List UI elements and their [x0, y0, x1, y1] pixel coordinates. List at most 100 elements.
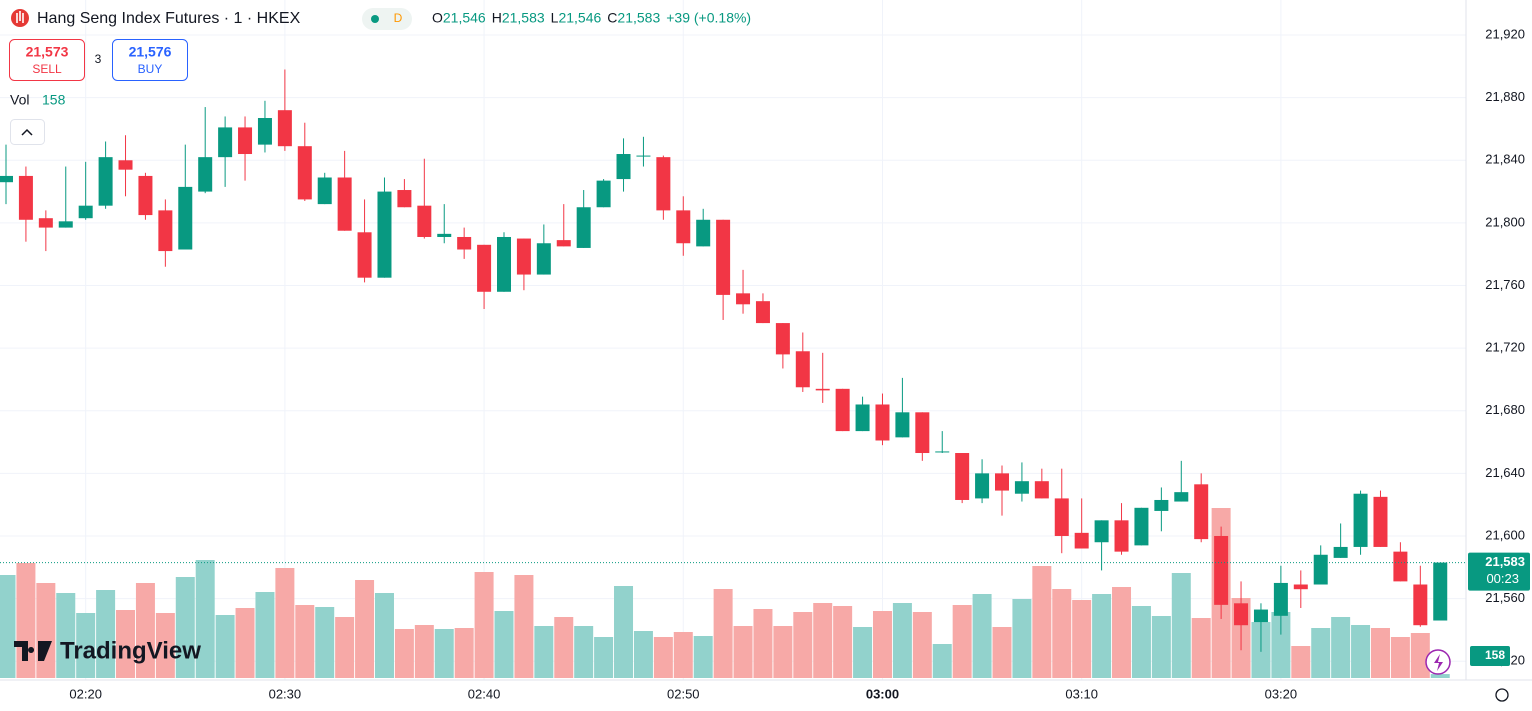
candle-body — [676, 210, 691, 244]
last-price-tag — [1468, 552, 1530, 591]
candle-body — [1094, 520, 1109, 543]
candle-body — [337, 177, 352, 231]
grid — [0, 0, 1466, 680]
volume-bar — [116, 610, 136, 678]
x-tick-label: 02:50 — [667, 686, 700, 701]
y-tick-label: 21,640 — [1485, 465, 1525, 480]
candle-body — [18, 175, 33, 220]
candle-body — [277, 110, 292, 147]
volume-bar — [793, 612, 813, 678]
volume-bar — [713, 589, 733, 678]
volume-bar — [315, 607, 335, 678]
y-tick-label: 21,600 — [1485, 527, 1525, 542]
candle-body — [995, 473, 1009, 491]
candle-body — [377, 191, 392, 278]
sell-button[interactable] — [9, 39, 85, 81]
candle-body — [178, 186, 193, 250]
candle-body — [1353, 493, 1368, 547]
candle-body — [1293, 584, 1308, 590]
candle-body — [457, 236, 472, 250]
volume-bar — [653, 637, 673, 678]
y-tick-label: 21,840 — [1485, 152, 1525, 167]
candle-body — [795, 351, 810, 388]
volume-bar — [872, 611, 892, 678]
volume-legend-value: 158 — [42, 92, 66, 108]
ohlc-value: +39 (+0.18%) — [666, 10, 751, 26]
market-open-dot — [371, 15, 379, 23]
candle-body — [1433, 562, 1448, 621]
volume-bar — [474, 572, 494, 678]
volume-bar — [374, 593, 394, 678]
candle-body — [516, 238, 531, 275]
collapse-icon — [21, 128, 33, 136]
candle-body — [736, 293, 751, 305]
volume-bar — [0, 575, 16, 678]
ohlc-value: 21,583 — [502, 10, 545, 26]
spread: 3 — [95, 52, 102, 66]
volume-bar — [454, 628, 474, 678]
volume-bar — [1191, 618, 1211, 678]
interval-badge: D — [394, 11, 403, 25]
buy-price: 21,576 — [129, 44, 172, 60]
volume-bar — [992, 627, 1012, 678]
candle-body — [935, 451, 950, 453]
candle-body — [855, 404, 870, 432]
candle-body — [1074, 532, 1089, 549]
ohlc-value: 21,546 — [558, 10, 601, 26]
candle-body — [1313, 554, 1328, 585]
lightning-icon — [1434, 654, 1443, 671]
volume-bar — [355, 580, 375, 678]
volume-bar — [1012, 599, 1032, 678]
candle-body — [596, 180, 611, 208]
volume-tag — [1470, 646, 1510, 666]
volume-bar — [36, 583, 56, 678]
volume-bar — [1052, 589, 1072, 678]
volume-bar — [673, 632, 693, 678]
last-price-label: 21,583 — [1485, 554, 1525, 569]
candle-body — [1174, 492, 1189, 502]
x-tick-label: 03:10 — [1065, 686, 1098, 701]
volume-bar — [394, 629, 414, 678]
candle-body — [238, 127, 253, 155]
candle-body — [835, 388, 850, 432]
volume-bar — [614, 586, 634, 678]
volume-bar — [215, 615, 235, 678]
watermark: TradingView — [60, 637, 201, 664]
symbol-title[interactable]: Hang Seng Index Futures · 1 · HKEX — [37, 10, 301, 27]
settings-button[interactable] — [1495, 688, 1509, 702]
ohlc-key: L — [551, 10, 559, 26]
buy-button[interactable] — [112, 39, 188, 81]
volume-bar — [255, 592, 275, 678]
candle-body — [775, 323, 790, 355]
volume-bar — [534, 626, 554, 678]
volume-bar — [135, 583, 155, 678]
candle-body — [78, 205, 93, 219]
volume-tag-label: 158 — [1485, 648, 1505, 662]
sell-label: SELL — [32, 62, 62, 76]
volume-bar — [514, 575, 534, 678]
buy-label: BUY — [138, 62, 163, 76]
status-pill[interactable] — [362, 8, 412, 30]
volume-bar — [155, 613, 175, 678]
candle-body — [1273, 582, 1288, 616]
volume-bar — [1092, 594, 1112, 678]
volume-bar — [733, 626, 753, 678]
volume-bar — [833, 606, 853, 678]
candle-body — [536, 243, 551, 275]
candle-body — [138, 175, 153, 216]
x-tick-label: 03:20 — [1265, 686, 1298, 701]
ohlc-legend: O 21,546 H 21,583 L 21,546 C 21,583 +39 (+0.18%) — [432, 10, 751, 26]
candle-body — [636, 155, 651, 157]
candle-body — [975, 473, 990, 499]
volume-bar — [96, 590, 116, 678]
countdown-label: 00:23 — [1486, 571, 1519, 586]
ohlc-key: C — [607, 10, 617, 26]
volume-bar — [1032, 566, 1052, 678]
volume-bar — [932, 644, 952, 678]
volume-bar — [1131, 606, 1151, 678]
volume-bar — [1390, 637, 1410, 678]
collapse-button[interactable] — [10, 119, 45, 145]
volume-bar — [175, 577, 195, 678]
y-tick-label: 21,800 — [1485, 214, 1525, 229]
